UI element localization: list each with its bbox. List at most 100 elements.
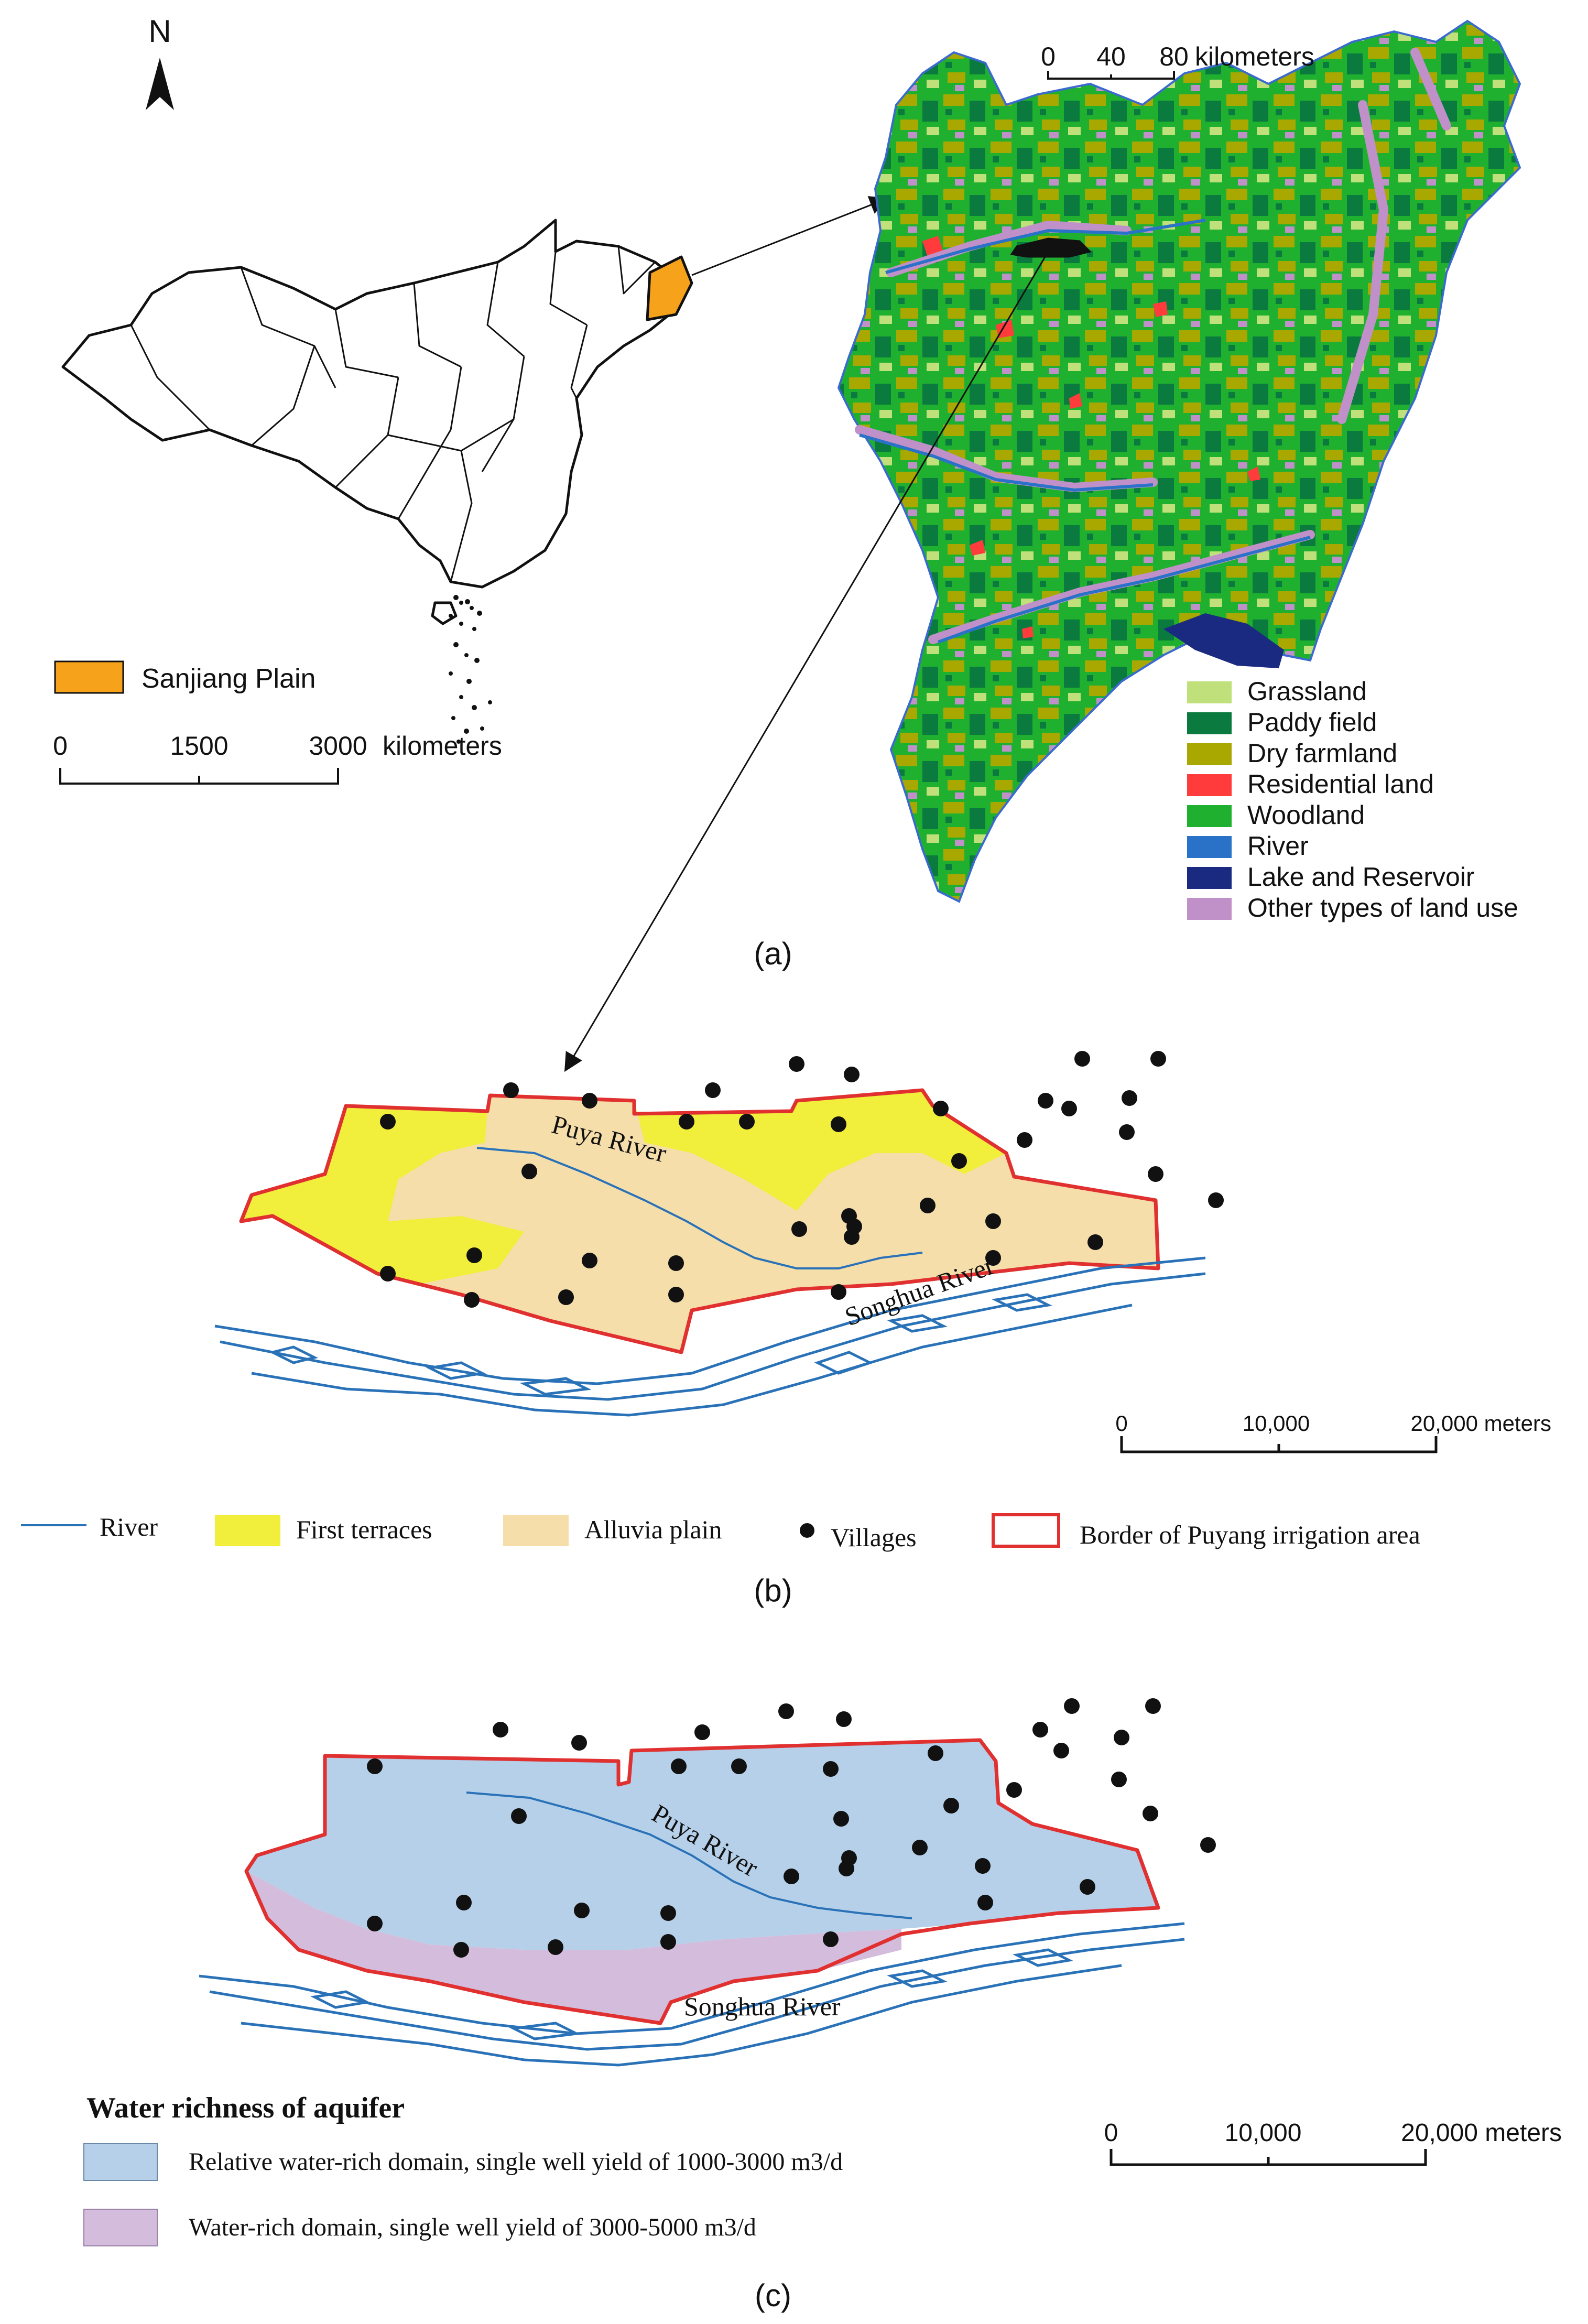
panel-c-village-0 xyxy=(493,1722,508,1737)
panel-c-village-17 xyxy=(1143,1806,1158,1821)
scale-b-20000: 20,000 meters xyxy=(1411,1411,1552,1436)
sanjiang-scale-unit: kilometers xyxy=(1195,42,1314,71)
villages-b xyxy=(380,1051,1224,1308)
first-terraces-area xyxy=(634,1090,1006,1211)
china-outline xyxy=(61,219,683,589)
panel-b-village-6 xyxy=(1074,1051,1090,1067)
panel-b-village-24 xyxy=(844,1229,860,1245)
legend-c-relative-swatch xyxy=(83,2143,158,2181)
panel-b-village-26 xyxy=(985,1213,1001,1229)
panel-c-village-10 xyxy=(671,1758,687,1774)
sanjiang-scale-40: 40 xyxy=(1096,42,1126,71)
panel-c-village-12 xyxy=(823,1761,839,1777)
legend-b-border: Border of Puyang irrigation area xyxy=(1080,1520,1420,1549)
north-label: N xyxy=(148,14,171,49)
panel-c-village-20 xyxy=(943,1798,959,1813)
panel-b-village-12 xyxy=(831,1116,846,1132)
panel-c-village-28 xyxy=(367,1916,383,1931)
sanjiang-scale-80: 80 xyxy=(1159,42,1189,71)
panel-c-village-25 xyxy=(912,1840,928,1855)
landuse-label-3: Residential land xyxy=(1247,769,1434,799)
villages-c xyxy=(367,1698,1216,1958)
songhua-river-lines-c xyxy=(199,1922,1185,2067)
panel-b-village-9 xyxy=(380,1114,396,1130)
panel-c-village-33 xyxy=(453,1942,469,1958)
landuse-swatch-7 xyxy=(1187,898,1232,920)
arrow-china-to-sanjiang xyxy=(691,196,889,276)
scale-bar-b: 0 10,000 20,000 meters xyxy=(1115,1411,1552,1453)
north-arrow: N xyxy=(146,14,174,110)
panel-b-village-31 xyxy=(668,1255,684,1271)
landuse-swatch-1 xyxy=(1187,712,1232,734)
puya-river-line xyxy=(476,1147,923,1269)
panel-c-village-26 xyxy=(975,1858,991,1874)
panel-c-village-30 xyxy=(574,1903,590,1918)
panel-c-village-8 xyxy=(1145,1698,1161,1714)
landuse-swatch-5 xyxy=(1187,836,1232,858)
panel-b-village-18 xyxy=(521,1164,537,1179)
legend-b-alluvia-swatch xyxy=(503,1515,569,1546)
landuse-label-7: Other types of land use xyxy=(1247,893,1518,922)
south-china-sea-islands xyxy=(449,595,492,744)
legend-b: River First terraces Alluvia plain Villa… xyxy=(21,1512,1420,1552)
scale-b-10000: 10,000 xyxy=(1243,1411,1310,1436)
panel-c-village-15 xyxy=(1111,1772,1127,1787)
china-scale-1500: 1500 xyxy=(170,731,228,761)
caption-c: (c) xyxy=(755,2278,791,2313)
panel-b-village-29 xyxy=(466,1247,482,1263)
sanjiang-residential-patches xyxy=(922,236,1260,638)
landuse-swatch-2 xyxy=(1187,743,1232,765)
panel-b-village-0 xyxy=(503,1082,519,1098)
legend-c-rich-swatch xyxy=(83,2209,158,2246)
legend-b-alluvia: Alluvia plain xyxy=(584,1515,722,1544)
legend-b-terraces-swatch xyxy=(215,1515,280,1546)
songhua-river-lines xyxy=(214,1256,1206,1417)
panel-c-village-31 xyxy=(660,1905,676,1921)
scale-b-line xyxy=(1120,1436,1438,1453)
panel-b-village-3 xyxy=(789,1056,804,1072)
landuse-swatch-6 xyxy=(1187,867,1232,889)
panel-c-village-13 xyxy=(928,1745,943,1761)
scale-c-20000: 20,000 meters xyxy=(1401,2119,1562,2147)
landuse-label-0: Grassland xyxy=(1247,677,1367,706)
panel-c-village-9 xyxy=(367,1758,383,1774)
legend-b-village-dot xyxy=(800,1523,814,1538)
sanjiang-scale-line xyxy=(1047,71,1175,80)
panel-b-village-17 xyxy=(1148,1166,1163,1182)
sanjiang-scale-bar: 0 40 80 kilometers xyxy=(1041,42,1314,80)
puyang-border-c xyxy=(244,1738,1160,2025)
panel-c-village-18 xyxy=(511,1808,527,1824)
puyang-border xyxy=(239,1088,1160,1354)
china-outline-map xyxy=(61,219,693,744)
sanjiang-plain-on-china xyxy=(646,255,693,321)
arrow-sanjiang-to-puyang xyxy=(564,251,1049,1072)
caption-a: (a) xyxy=(754,936,792,971)
panel-b-village-5 xyxy=(1038,1093,1053,1109)
panel-c-village-29 xyxy=(456,1895,472,1910)
panel-c-village-27 xyxy=(1080,1879,1095,1895)
panel-b-village-14 xyxy=(1061,1101,1077,1116)
sanjiang-other-landuse xyxy=(855,48,1451,644)
china-scale-line xyxy=(59,768,339,785)
panel-c: Puya River Songhua River Water richness … xyxy=(83,1698,1562,2313)
panel-b-village-35 xyxy=(668,1287,684,1302)
puya-river-line-c xyxy=(466,1791,912,1919)
scale-c-10000: 10,000 xyxy=(1225,2119,1302,2147)
panel-c-village-11 xyxy=(731,1758,747,1774)
water-rich-area xyxy=(246,1871,901,2023)
panel-c-village-21 xyxy=(1200,1837,1216,1853)
panel-b-village-36 xyxy=(831,1284,846,1300)
sanjiang-plain-label: Sanjiang Plain xyxy=(142,664,316,694)
legend-c-rich: Water-rich domain, single well yield of … xyxy=(189,2213,756,2241)
landuse-label-2: Dry farmland xyxy=(1247,739,1397,768)
panel-b-village-15 xyxy=(1119,1124,1135,1140)
panel-b-village-21 xyxy=(1208,1192,1224,1208)
puyang-area-outline xyxy=(1010,237,1092,258)
panel-b-village-13 xyxy=(933,1101,949,1116)
china-scale-unit: kilometers xyxy=(383,731,502,761)
china-scale-0: 0 xyxy=(53,731,68,761)
panel-c-village-16 xyxy=(1006,1782,1022,1798)
panel-c-village-1 xyxy=(571,1735,587,1751)
